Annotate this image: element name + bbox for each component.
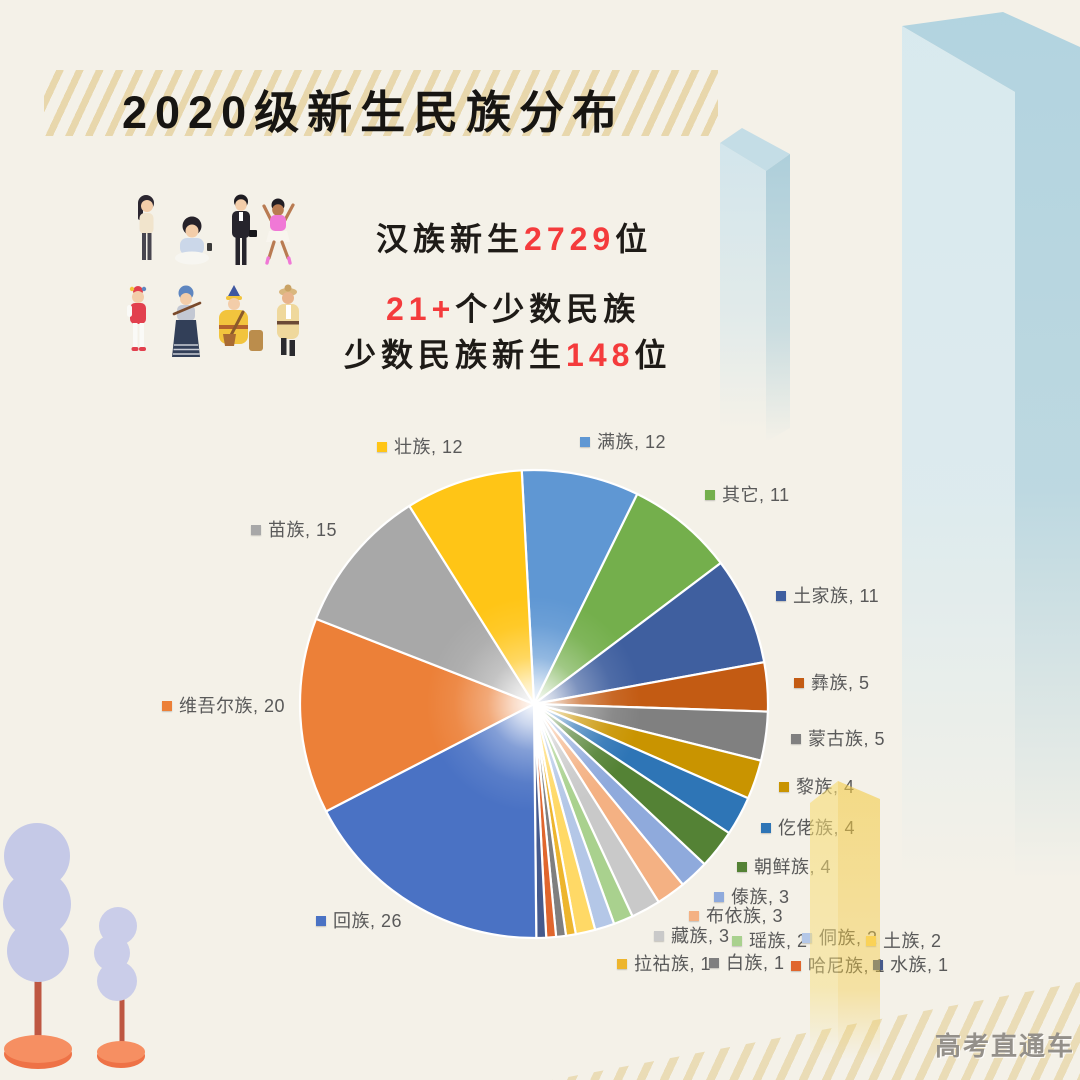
pie-label-满族: 满族, 12 [580,432,666,453]
legend-marker-壮族 [377,442,387,452]
legend-text-满族: 满族, 12 [597,432,667,452]
legend-marker-彝族 [794,678,804,688]
legend-text-拉祜族: 拉祜族, 1 [634,954,712,974]
legend-text-白族: 白族, 1 [726,953,785,973]
student-figure-4 [262,198,295,265]
han-prefix: 汉族新生 [376,221,525,257]
legend-text-维吾尔族: 维吾尔族, 20 [179,696,286,716]
pie-label-瑶族: 瑶族, 2 [732,931,808,952]
legend-text-瑶族: 瑶族, 2 [749,931,808,951]
legend-marker-拉祜族 [617,959,627,969]
minority-kinds-number: 21+ [386,291,456,327]
legend-text-土家族: 土家族, 11 [793,586,880,606]
han-students-line: 汉族新生2729位 [376,214,652,260]
pie-label-蒙古族: 蒙古族, 5 [791,729,885,750]
minority-students-illustration [116,283,331,378]
student-figure-3 [232,194,257,265]
minority-figure-3 [219,285,263,351]
legend-marker-苗族 [251,525,261,535]
legend-text-藏族: 藏族, 3 [671,926,730,946]
pie-label-布依族: 布依族, 3 [689,906,783,927]
watermark: 高考直通车 [935,1031,1076,1061]
legend-marker-哈尼族 [791,961,801,971]
minority-new-number: 148 [566,337,635,373]
legend-marker-其它 [705,490,715,500]
legend-marker-朝鲜族 [737,862,747,872]
legend-text-土族: 土族, 2 [883,931,942,951]
han-suffix: 位 [615,221,653,257]
legend-marker-满族 [580,437,590,447]
pie-label-维吾尔族: 维吾尔族, 20 [162,696,285,717]
legend-text-回族: 回族, 26 [333,911,403,931]
legend-text-蒙古族: 蒙古族, 5 [808,729,886,749]
han-number: 2729 [524,221,616,257]
pie-label-傣族: 傣族, 3 [714,887,790,908]
pie-label-回族: 回族, 26 [316,911,402,932]
legend-marker-傣族 [714,892,724,902]
minority-new-prefix: 少数民族新生 [344,337,567,373]
legend-marker-瑶族 [732,936,742,946]
legend-marker-回族 [316,916,326,926]
legend-marker-维吾尔族 [162,701,172,711]
minority-figure-1 [127,286,147,351]
legend-text-布依族: 布依族, 3 [706,906,784,926]
pie-center-glow [300,470,768,938]
legend-marker-藏族 [654,931,664,941]
legend-text-彝族: 彝族, 5 [811,673,870,693]
minority-figure-4 [277,284,299,356]
pie-label-其它: 其它, 11 [705,485,790,506]
pie-label-白族: 白族, 1 [709,953,785,974]
legend-marker-仡佬族 [761,823,771,833]
legend-text-傣族: 傣族, 3 [731,887,790,907]
student-figure-1 [138,195,154,260]
title-stripe-decoration [44,70,718,136]
han-students-illustration [128,192,328,287]
legend-marker-白族 [709,958,719,968]
legend-marker-侗族 [802,933,812,943]
legend-text-壮族: 壮族, 12 [394,437,464,457]
pie-label-壮族: 壮族, 12 [377,437,463,458]
pie-label-拉祜族: 拉祜族, 1 [617,954,711,975]
legend-marker-土家族 [776,591,786,601]
minority-kinds-suffix: 个少数民族 [455,291,641,327]
page-title: 2020级新生民族分布 [122,87,626,138]
minority-figure-2 [172,285,202,357]
pie-label-藏族: 藏族, 3 [654,926,730,947]
pie-label-彝族: 彝族, 5 [794,673,870,694]
minority-new-suffix: 位 [634,337,672,373]
pie-label-土家族: 土家族, 11 [776,586,879,607]
student-figure-2 [175,216,212,265]
minority-students-line: 少数民族新生148位 [344,330,671,376]
legend-text-其它: 其它, 11 [722,485,790,505]
legend-marker-蒙古族 [791,734,801,744]
legend-marker-布依族 [689,911,699,921]
minority-kinds-line: 21+个少数民族 [386,284,640,330]
legend-text-苗族: 苗族, 15 [268,520,338,540]
legend-marker-黎族 [779,782,789,792]
pie-label-苗族: 苗族, 15 [251,520,337,541]
legend-text-水族: 水族, 1 [890,955,949,975]
